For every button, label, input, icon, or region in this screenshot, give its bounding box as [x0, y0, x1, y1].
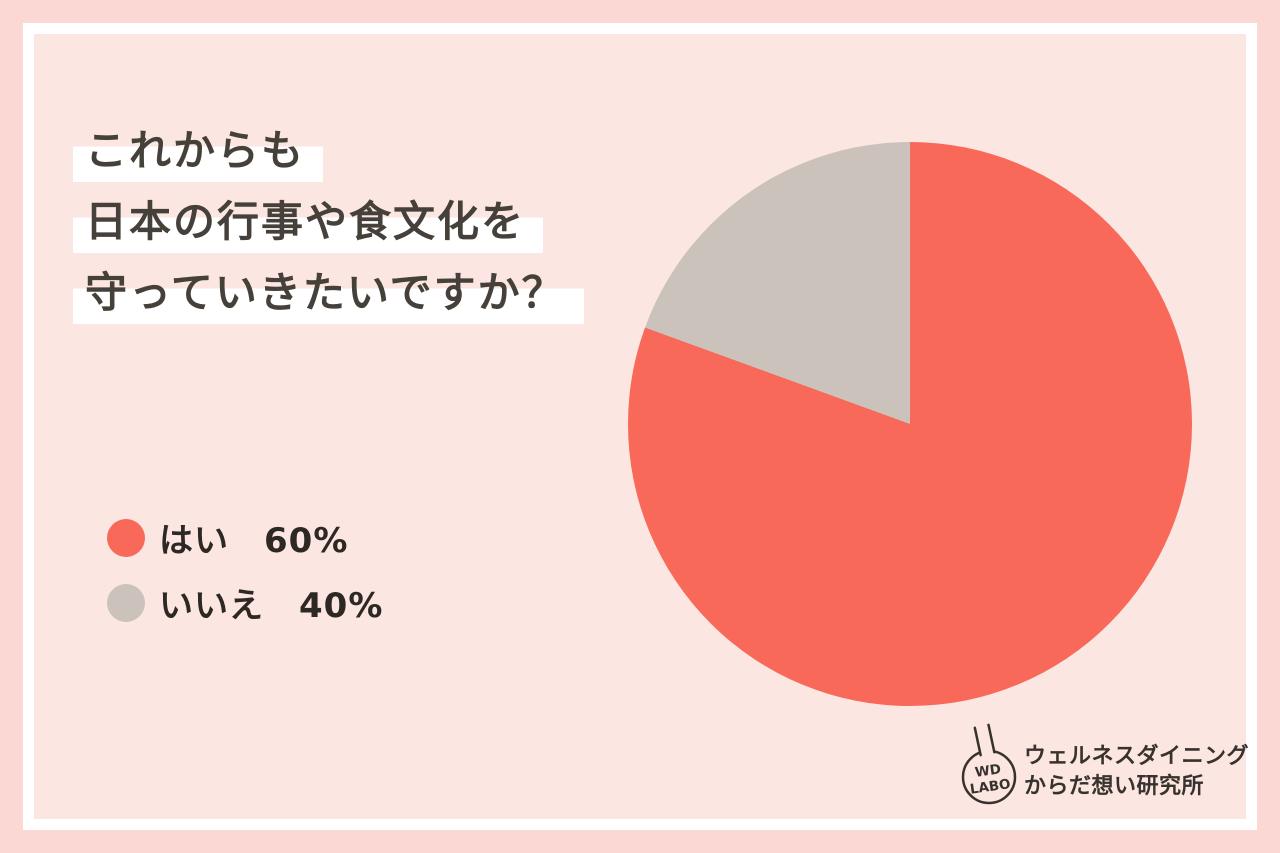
brand-name-line-2: からだ想い研究所	[1024, 774, 1205, 799]
legend-swatch-no-icon	[107, 583, 145, 622]
legend-label-yes: はい 60%	[159, 521, 349, 561]
flask-badge-line-2: LABO	[969, 776, 1012, 798]
legend-item-yes: はい 60%	[107, 513, 383, 562]
brand-name-line-1: ウェルネスダイニング	[1024, 744, 1250, 769]
legend-label-no: いいえ 40%	[159, 586, 384, 626]
flask-badge-line-1: WD	[974, 761, 1002, 780]
legend: はい 60% いいえ 40%	[107, 513, 383, 643]
brand-name: ウェルネスダイニング からだ想い研究所	[1024, 742, 1249, 802]
title-line-3: 守っていきたいですか？	[73, 268, 584, 324]
survey-card: これからも 日本の行事や食文化を 守っていきたいですか？ はい 60% いいえ …	[23, 23, 1257, 830]
legend-item-no: いいえ 40%	[107, 578, 383, 627]
title-line-1: これからも	[73, 126, 324, 182]
pie-chart	[628, 142, 1192, 706]
flask-icon: WD LABO	[961, 723, 1017, 805]
legend-swatch-yes-icon	[107, 518, 145, 557]
question-title: これからも 日本の行事や食文化を 守っていきたいですか？	[73, 126, 584, 339]
title-line-2: 日本の行事や食文化を	[73, 197, 544, 253]
